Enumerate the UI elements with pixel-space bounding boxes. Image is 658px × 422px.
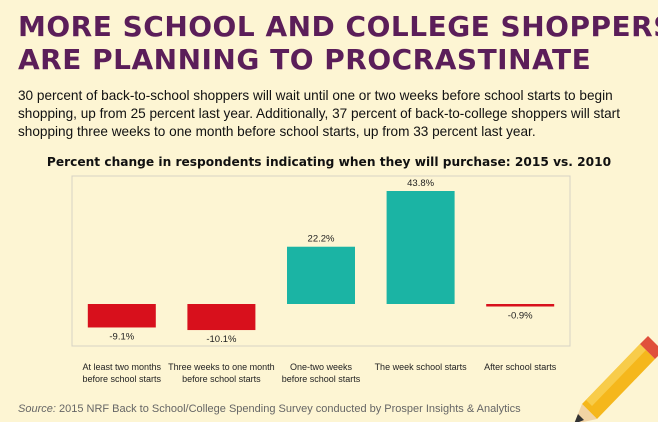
bar-0: [87, 304, 156, 328]
source-text: 2015 NRF Back to School/College Spending…: [58, 403, 521, 415]
intro-paragraph: 30 percent of back-to-school shoppers wi…: [18, 88, 620, 139]
page-title: MORE SCHOOL AND COLLEGE SHOPPERS ARE PLA…: [18, 10, 658, 76]
source-note: Source: 2015 NRF Back to School/College …: [18, 403, 521, 415]
category-label-0-1: before school starts: [83, 374, 162, 384]
category-label-0-0: At least two months: [83, 362, 162, 372]
category-label-2-0: One-two weeks: [290, 362, 353, 372]
title-line-1: MORE SCHOOL AND COLLEGE SHOPPERS: [18, 10, 658, 43]
category-label-3-0: The week school starts: [375, 362, 468, 372]
bar-4: [486, 304, 555, 307]
data-label-2: 22.2%: [308, 234, 335, 245]
category-label-4-0: After school starts: [484, 362, 557, 372]
chart-title: Percent change in respondents indicating…: [46, 155, 612, 169]
bar-3: [386, 191, 455, 304]
source-label: Source:: [18, 403, 56, 415]
data-label-1: -10.1%: [206, 334, 237, 345]
category-label-1-0: Three weeks to one month: [168, 362, 275, 372]
data-label-0: -9.1%: [109, 331, 134, 342]
plot-area: [71, 175, 571, 347]
data-label-3: 43.8%: [407, 178, 434, 189]
category-label-2-1: before school starts: [282, 374, 361, 384]
data-label-4: -0.9%: [508, 311, 533, 322]
bar-1: [187, 304, 256, 331]
category-label-1-1: before school starts: [182, 374, 261, 384]
bar-2: [287, 246, 355, 304]
title-line-2: ARE PLANNING TO PROCRASTINATE: [18, 43, 592, 76]
